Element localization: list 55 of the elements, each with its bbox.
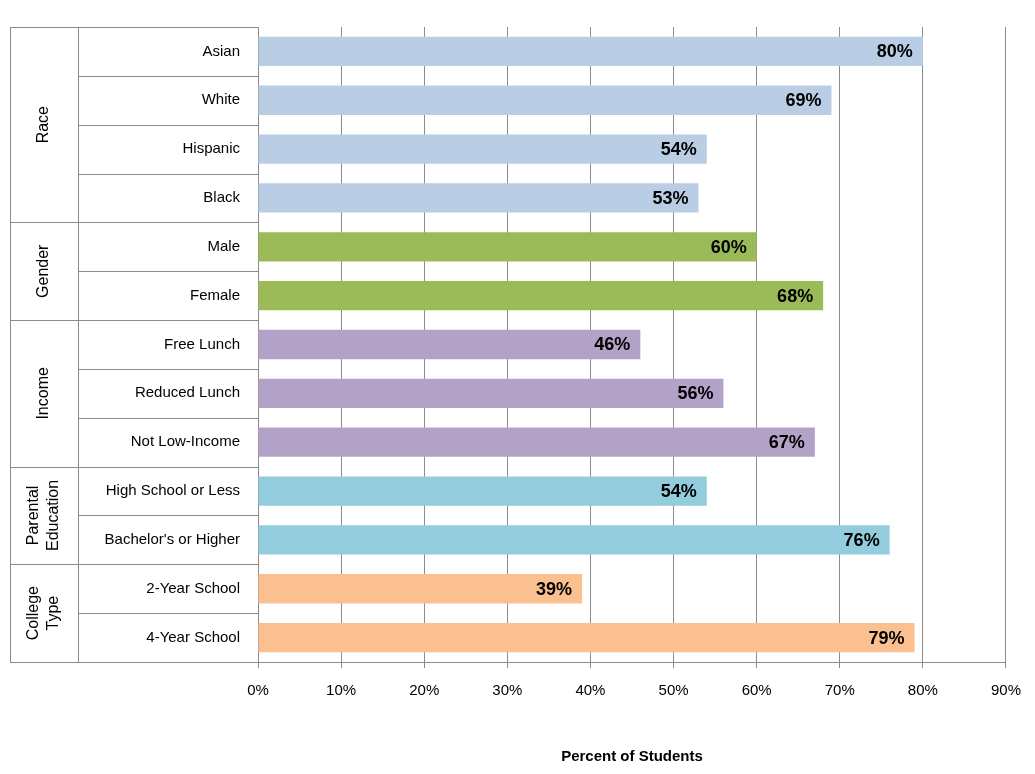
- bar: [258, 574, 583, 604]
- data-label: 79%: [868, 627, 905, 648]
- bar: [258, 329, 641, 360]
- text: Race: [34, 105, 52, 144]
- x-tick-label: 0%: [247, 681, 269, 699]
- y-tick-label: Bachelor's or Higher: [104, 530, 240, 548]
- x-axis-title: Percent of Students: [561, 747, 703, 765]
- x-tick-label: 70%: [824, 681, 855, 699]
- y-tick-label: Asian: [202, 41, 240, 59]
- data-label: 56%: [677, 383, 714, 404]
- y-tick-label: Not Low-Income: [130, 432, 240, 450]
- bar: [258, 622, 915, 653]
- x-tick-label: 50%: [658, 681, 689, 699]
- data-label: 46%: [594, 334, 631, 355]
- text: College Type: [24, 585, 62, 641]
- data-label: 39%: [536, 578, 573, 599]
- y-tick-label: Hispanic: [182, 139, 241, 157]
- data-label: 67%: [768, 432, 805, 453]
- y-tick-label: Male: [207, 236, 240, 254]
- bar: [258, 525, 890, 555]
- data-label: 54%: [660, 481, 697, 502]
- y-tick-label: 4-Year School: [146, 627, 240, 645]
- text: Gender: [34, 243, 52, 298]
- x-tick-label: 40%: [575, 681, 606, 699]
- bar: [258, 281, 824, 311]
- data-label: 68%: [777, 285, 814, 306]
- text: Parental Education: [24, 479, 62, 552]
- x-tick-label: 10%: [326, 681, 357, 699]
- y-tick-label: 2-Year School: [146, 578, 240, 596]
- data-label: 53%: [652, 187, 689, 208]
- y-tick-label: White: [201, 90, 240, 108]
- bar: [258, 378, 724, 408]
- x-tick-label: 60%: [741, 681, 772, 699]
- y-tick-label: Black: [203, 188, 241, 206]
- y-tick-label: Female: [189, 285, 240, 303]
- data-label: 76%: [843, 529, 880, 550]
- bar: [258, 85, 832, 115]
- bar: [258, 476, 707, 506]
- data-label: 80%: [876, 41, 913, 62]
- x-tick-label: 30%: [492, 681, 523, 699]
- x-tick-label: 20%: [409, 681, 440, 699]
- data-label: 54%: [660, 139, 697, 160]
- y-tick-label: High School or Less: [105, 481, 240, 499]
- x-tick-label: 90%: [990, 681, 1021, 699]
- y-tick-label: Reduced Lunch: [134, 383, 240, 401]
- bar: [258, 134, 707, 164]
- text: Income: [34, 367, 52, 420]
- data-label: 60%: [710, 236, 747, 257]
- data-label: 69%: [785, 90, 822, 111]
- x-tick-label: 80%: [907, 681, 938, 699]
- y-tick-label: Free Lunch: [164, 334, 240, 352]
- bar: [258, 183, 699, 213]
- bar: [258, 427, 815, 457]
- bar: [258, 36, 923, 67]
- bar: [258, 232, 757, 262]
